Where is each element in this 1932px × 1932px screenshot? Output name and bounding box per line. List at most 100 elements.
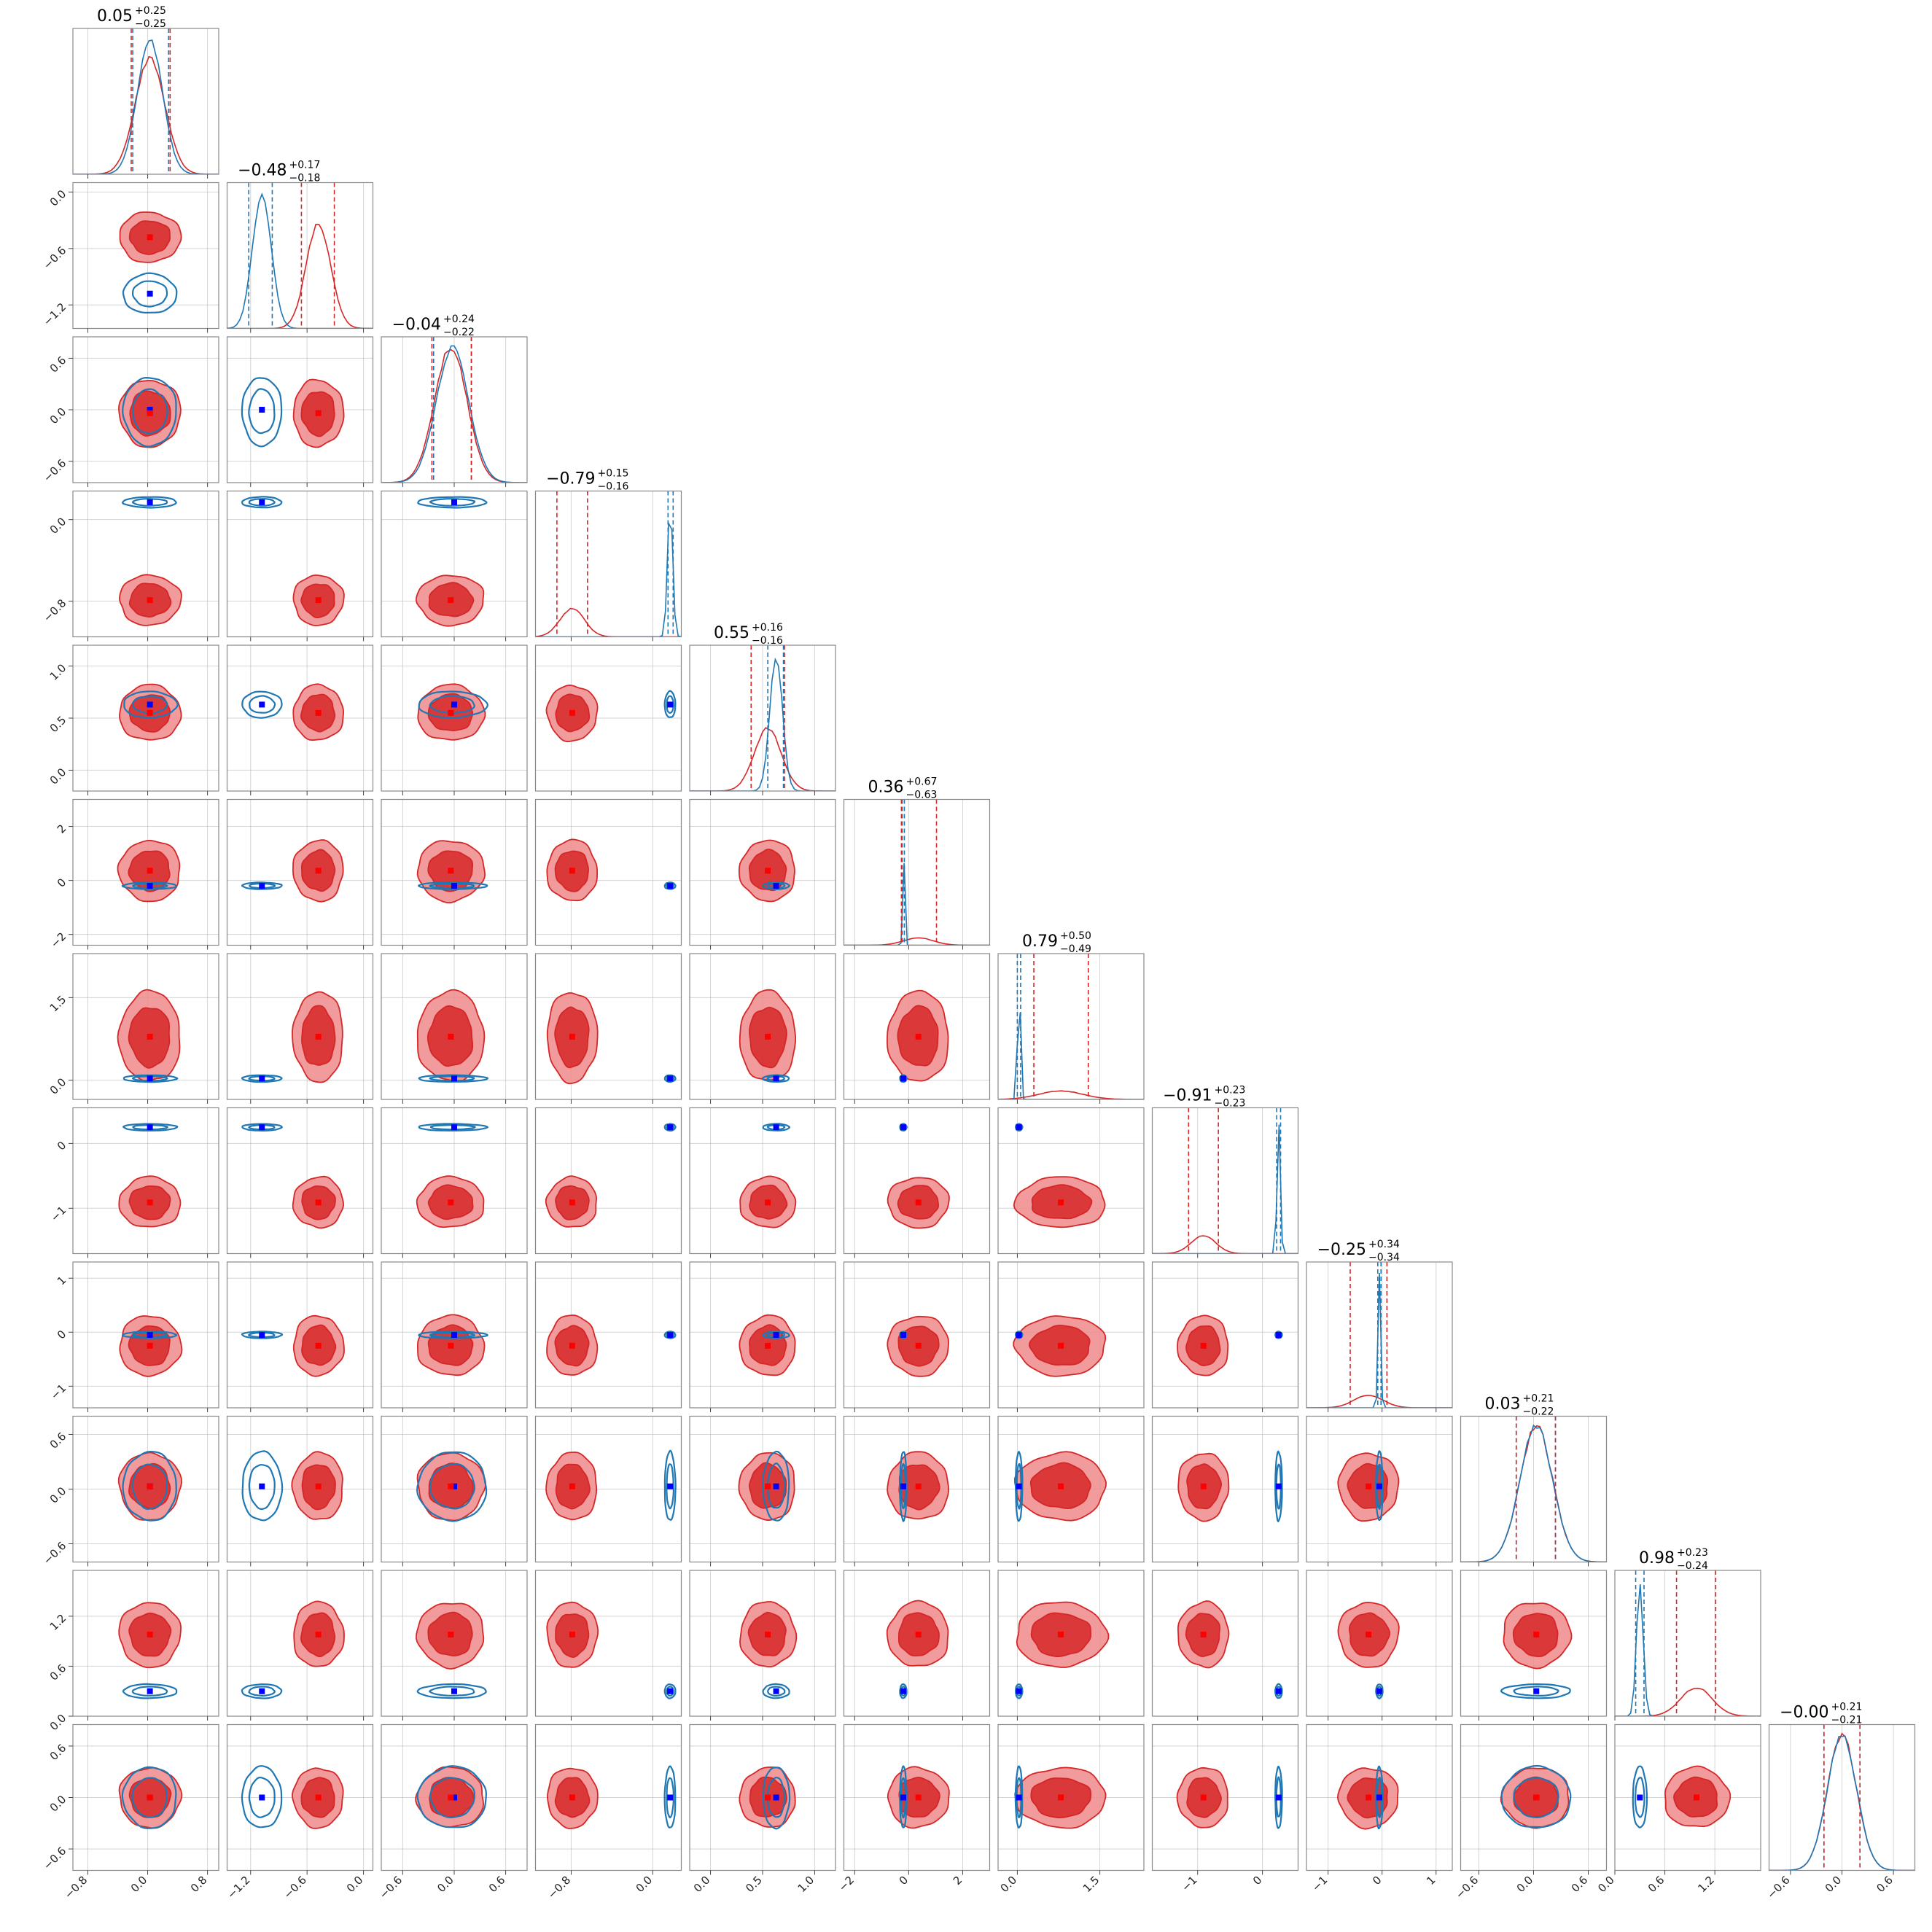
blue-truth-marker (451, 1075, 457, 1082)
panel-10-0: 0.0 0.6 1.2 (47, 1570, 219, 1733)
panel-content (73, 1262, 219, 1408)
param-title-plus: +0.16 (752, 622, 783, 634)
panel-frame (226, 953, 374, 1100)
panel-frame (997, 1415, 1145, 1563)
blue-contour-outer (418, 690, 488, 719)
blue-contour-inner (429, 1124, 476, 1131)
panel-frame (1306, 1723, 1453, 1871)
red-sample-marker (1058, 1794, 1064, 1801)
y-tick-label: 0.6 (47, 1430, 69, 1452)
blue-truth-marker (667, 883, 674, 889)
blue-contour-outer (1375, 1683, 1384, 1699)
param-title-median: 0.79 (1022, 932, 1058, 951)
blue-truth-marker (773, 883, 779, 889)
blue-marginal-histogram (1306, 1272, 1452, 1408)
x-tick-label: 0.6 (1569, 1874, 1591, 1896)
blue-contour-outer (122, 1074, 179, 1083)
blue-contour-outer (416, 1451, 488, 1522)
panel-frame (72, 798, 219, 946)
panel-7-6 (997, 1107, 1145, 1258)
red-sample-marker (1200, 1342, 1207, 1349)
y-tick-label: 0.0 (47, 1712, 69, 1734)
panel-8-0: −1 0 1 (48, 1261, 219, 1412)
blue-contour-outer (1274, 1683, 1283, 1699)
blue-truth-marker (451, 1688, 457, 1694)
panel-frame (226, 644, 374, 792)
blue-truth-marker (1016, 1483, 1022, 1489)
blue-contour-inner (132, 696, 168, 714)
panel-content (381, 799, 527, 946)
panel-content (381, 337, 527, 483)
panel-content (690, 954, 835, 1099)
y-tick-label: 1.5 (47, 993, 69, 1015)
diag-panel-10: 0.98 +0.23−0.24 (1614, 1547, 1761, 1721)
panel-content (227, 645, 373, 791)
x-tick-label: 0.6 (486, 1874, 508, 1896)
panel-8-3 (534, 1261, 682, 1412)
panel-11-6: 0.0 1.5 (997, 1723, 1145, 1895)
red-sample-marker (315, 1033, 322, 1040)
diag-panel-2: −0.04 +0.24 −0.22 (381, 313, 528, 487)
red-sample-marker (569, 1483, 575, 1489)
blue-contour-inner (429, 1075, 475, 1082)
red-sample-marker (569, 1033, 575, 1040)
red-sample-marker (569, 1794, 575, 1801)
blue-marginal-histogram (73, 39, 219, 174)
y-tick-label: 0.0 (47, 766, 69, 787)
panel-content (73, 1107, 219, 1254)
x-tick-label: −2 (836, 1874, 857, 1894)
panel-content (690, 799, 835, 946)
blue-contour-inner (666, 1463, 674, 1510)
blue-contour-inner (248, 1686, 276, 1697)
panel-content (227, 1570, 373, 1716)
red-sample-marker (1366, 1794, 1372, 1801)
blue-contour-outer (241, 1074, 283, 1083)
blue-truth-marker (451, 1794, 457, 1801)
red-sample-marker (765, 1033, 771, 1040)
y-tick-label: 0.0 (47, 1793, 69, 1815)
panel-content (690, 1416, 835, 1562)
blue-truth-marker (1533, 1688, 1540, 1694)
panel-frame (72, 1107, 219, 1255)
y-tick-label: 0 (55, 876, 69, 889)
blue-contour-inner (766, 1124, 786, 1131)
blue-contour-outer (762, 1074, 790, 1083)
panel-content (998, 1570, 1144, 1716)
diag-panel-4: 0.55 +0.16−0.16 (689, 622, 836, 795)
blue-contour-inner (666, 695, 675, 714)
red-sample-marker (569, 868, 575, 874)
panel-content (227, 799, 373, 946)
panel-6-1 (226, 953, 374, 1104)
red-sample-marker (915, 1342, 922, 1349)
blue-truth-marker (900, 1332, 906, 1338)
panel-content (535, 1416, 682, 1562)
panel-content (1306, 1724, 1452, 1871)
panel-10-6 (997, 1570, 1145, 1721)
x-tick-label: −0.6 (377, 1874, 405, 1901)
panel-content (998, 1107, 1144, 1254)
red-sample-marker (1200, 1483, 1207, 1489)
blue-contour-outer (1375, 1449, 1384, 1522)
red-marginal-histogram (1152, 1235, 1298, 1254)
panel-9-2 (381, 1415, 528, 1567)
blue-contour-outer (418, 1331, 488, 1339)
blue-contour-inner (132, 280, 168, 308)
blue-contour-outer (418, 1123, 489, 1131)
blue-contour-outer (762, 881, 791, 890)
blue-truth-marker (259, 1688, 265, 1694)
panel-frame (843, 1261, 991, 1409)
panel-content (844, 1570, 990, 1716)
blue-truth-marker (1637, 1794, 1643, 1801)
panel-content (844, 1262, 990, 1408)
panel-frame (843, 798, 991, 946)
red-sample-marker (147, 1632, 153, 1637)
blue-contour-inner (429, 695, 475, 714)
panel-3-1 (226, 490, 374, 642)
panel-frame (1151, 1570, 1299, 1717)
panel-8-2 (381, 1261, 528, 1412)
blue-contour-inner (1513, 1777, 1559, 1819)
panel-9-7 (1151, 1415, 1299, 1567)
blue-contour-inner (132, 882, 168, 889)
panel-4-2 (381, 644, 528, 795)
blue-truth-marker (773, 1124, 779, 1131)
